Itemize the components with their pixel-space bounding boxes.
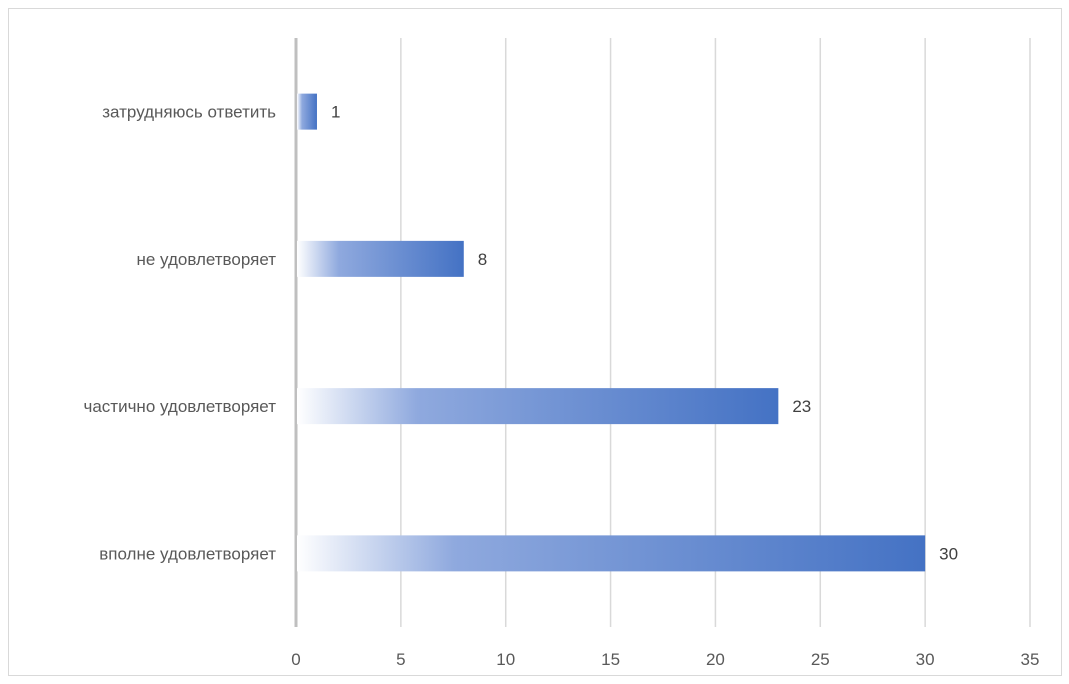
- x-tick-label: 5: [396, 650, 405, 669]
- category-labels: затрудняюсь ответить не удовлетворяет част…: [83, 103, 276, 564]
- bar: [297, 93, 317, 130]
- x-tick-label: 15: [601, 650, 620, 669]
- x-tick-label: 25: [811, 650, 830, 669]
- data-label: 8: [478, 250, 487, 269]
- category-label: не удовлетворяет: [136, 250, 276, 269]
- x-tick-label: 0: [291, 650, 300, 669]
- bar: [297, 388, 779, 425]
- x-tick-labels: 0 5 10 15 20 25 30 35: [291, 650, 1039, 669]
- bars: [297, 93, 926, 572]
- category-label: затрудняюсь ответить: [102, 103, 276, 122]
- x-tick-label: 20: [706, 650, 725, 669]
- data-label: 23: [792, 397, 811, 416]
- data-labels: 1 8 23 30: [331, 103, 958, 564]
- gridlines: [294, 38, 1031, 627]
- data-label: 30: [939, 544, 958, 563]
- x-tick-label: 30: [916, 650, 935, 669]
- bar: [297, 240, 464, 277]
- data-label: 1: [331, 103, 340, 122]
- x-tick-label: 35: [1021, 650, 1040, 669]
- category-label: вполне удовлетворяет: [99, 544, 276, 563]
- bar: [297, 535, 926, 572]
- x-tick-label: 10: [496, 650, 515, 669]
- category-label: частично удовлетворяет: [83, 397, 276, 416]
